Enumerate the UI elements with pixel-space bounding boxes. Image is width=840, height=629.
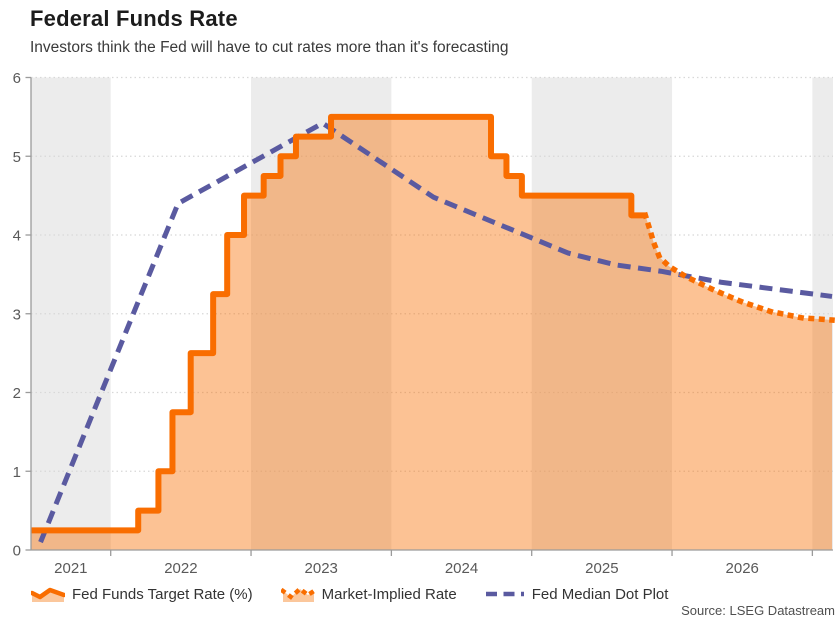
- x-tick-label: 2024: [445, 560, 478, 577]
- target-rate-line: [31, 113, 646, 534]
- page-subtitle: Investors think the Fed will have to cut…: [30, 39, 509, 56]
- y-tick-label: 0: [13, 543, 21, 560]
- legend-item-target-rate: Fed Funds Target Rate (%): [31, 585, 253, 603]
- y-tick-label: 1: [13, 464, 21, 481]
- y-tick-label: 3: [13, 306, 21, 323]
- chart-legend: Fed Funds Target Rate (%) Market-Implied…: [31, 585, 668, 603]
- y-tick-label: 2: [13, 385, 21, 402]
- year-band: [812, 77, 833, 550]
- market-implied-line: [641, 211, 835, 324]
- x-tick-label: 2026: [726, 560, 759, 577]
- legend-label-target-rate: Fed Funds Target Rate (%): [72, 585, 253, 603]
- source-credit: Source: LSEG Datastream: [681, 603, 835, 618]
- legend-item-dot-plot: Fed Median Dot Plot: [485, 585, 669, 603]
- dot-plot-line: [38, 120, 833, 544]
- market-implied-dotted-icon: [280, 586, 315, 602]
- dot-plot-dashed-icon: [485, 591, 524, 597]
- legend-label-market-implied: Market-Implied Rate: [321, 585, 457, 603]
- legend-label-dot-plot: Fed Median Dot Plot: [531, 585, 669, 603]
- page-title: Federal Funds Rate: [30, 6, 238, 31]
- x-tick-label: 2021: [54, 560, 87, 577]
- y-tick-label: 6: [13, 70, 21, 87]
- y-tick-label: 5: [13, 149, 21, 166]
- x-tick-label: 2025: [585, 560, 618, 577]
- target-rate-area-icon: [31, 587, 65, 602]
- target-rate-area: [31, 116, 833, 550]
- y-tick-label: 4: [13, 228, 21, 245]
- legend-item-market-implied: Market-Implied Rate: [280, 585, 457, 603]
- x-tick-label: 2022: [164, 560, 197, 577]
- year-band: [31, 77, 111, 550]
- x-tick-label: 2023: [305, 560, 338, 577]
